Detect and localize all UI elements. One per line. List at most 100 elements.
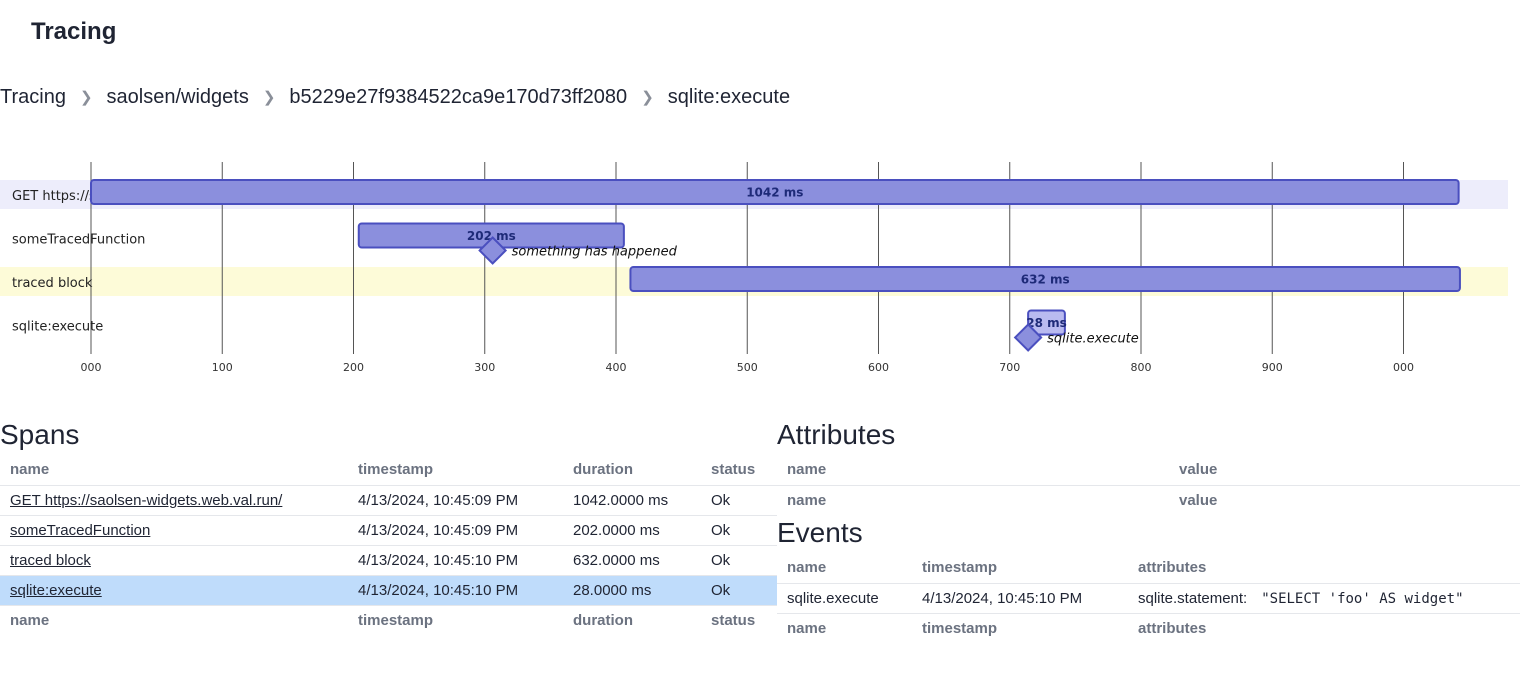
- span-status-cell: Ok: [701, 485, 777, 515]
- chevron-right-icon: ❯: [262, 89, 276, 106]
- span-status: Ok: [711, 551, 731, 569]
- table-row: sqlite.execute 4/13/2024, 10:45:10 PM sq…: [777, 583, 1520, 613]
- column-header-name: name: [787, 559, 827, 577]
- breadcrumb-span: sqlite:execute: [667, 85, 791, 108]
- span-timestamp-cell: 4/13/2024, 10:45:10 PM: [348, 575, 563, 605]
- span-status: Ok: [711, 491, 731, 509]
- column-footer-status: status: [711, 611, 756, 629]
- column-footer-name: name: [787, 491, 827, 509]
- span-link[interactable]: traced block: [10, 551, 91, 569]
- span-duration: 632.0000 ms: [573, 551, 660, 569]
- breadcrumb: Tracing ❯ saolsen/widgets ❯ b5229e27f938…: [0, 84, 790, 110]
- axis-tick-label: 000: [81, 361, 102, 374]
- table-row[interactable]: sqlite:execute 4/13/2024, 10:45:10 PM 28.0…: [0, 575, 777, 605]
- events-title: Events: [777, 517, 863, 548]
- column-footer-name: name: [10, 611, 50, 629]
- span-name-cell: traced block: [0, 545, 348, 575]
- span-bar[interactable]: 1042 ms: [90, 179, 1460, 205]
- diamond-icon: [1013, 323, 1043, 352]
- span-bar-rect: [1027, 309, 1066, 336]
- column-header-duration: duration: [573, 461, 633, 479]
- chevron-right-icon: ❯: [641, 89, 654, 106]
- span-duration-label: 202 ms: [467, 229, 516, 243]
- axis-tick-label: 700: [999, 361, 1020, 374]
- span-status: Ok: [711, 581, 731, 599]
- span-duration-label: 1042 ms: [746, 186, 803, 200]
- events-table: name timestamp attributes sqlite.execute…: [777, 553, 1520, 643]
- column-footer-name: name: [787, 619, 827, 637]
- span-duration-cell: 202.0000 ms: [563, 515, 701, 545]
- column-footer-value: value: [1179, 491, 1218, 509]
- breadcrumb-trace-id[interactable]: b5229e27f9384522ca9e170d73ff2080: [289, 85, 628, 108]
- table-row[interactable]: traced block 4/13/2024, 10:45:10 PM 632.00…: [0, 545, 777, 575]
- event-label: sqlite.execute: [1047, 332, 1139, 347]
- span-timestamp-cell: 4/13/2024, 10:45:09 PM: [348, 515, 563, 545]
- column-footer-attributes: attributes: [1138, 619, 1207, 637]
- span-timestamp: 4/13/2024, 10:45:09 PM: [358, 521, 519, 539]
- attribute-key: sqlite.statement:: [1138, 589, 1248, 607]
- axis-tick-label: 100: [212, 361, 233, 374]
- event-label: something has happened: [512, 245, 678, 260]
- span-timestamp-cell: 4/13/2024, 10:45:09 PM: [348, 485, 563, 515]
- timeline-row-label: sqlite:execute: [12, 320, 103, 335]
- breadcrumb-project[interactable]: saolsen/widgets: [106, 85, 249, 108]
- app-title: Tracing: [31, 18, 117, 45]
- column-header-name: name: [787, 461, 827, 479]
- timeline-row-label: someTracedFunction: [12, 233, 145, 248]
- span-link[interactable]: sqlite:execute: [10, 581, 102, 599]
- event-marker: sqlite.execute: [1013, 323, 1139, 352]
- span-link[interactable]: GET https://saolsen-widgets.web.val.run/: [10, 491, 283, 509]
- span-duration-cell: 632.0000 ms: [563, 545, 701, 575]
- span-status-cell: Ok: [701, 575, 777, 605]
- column-header-attributes: attributes: [1138, 559, 1207, 577]
- event-timestamp: 4/13/2024, 10:45:10 PM: [922, 589, 1083, 607]
- span-bar[interactable]: 28 ms: [1026, 309, 1067, 336]
- span-duration: 1042.0000 ms: [573, 491, 669, 509]
- span-name-cell: sqlite:execute: [0, 575, 348, 605]
- event-marker: something has happened: [478, 236, 678, 265]
- column-header-value: value: [1179, 461, 1218, 479]
- span-duration-cell: 1042.0000 ms: [563, 485, 701, 515]
- span-timestamp: 4/13/2024, 10:45:10 PM: [358, 551, 519, 569]
- axis-tick-label: 500: [737, 361, 758, 374]
- span-timestamp: 4/13/2024, 10:45:10 PM: [358, 581, 519, 599]
- span-duration-label: 632 ms: [1021, 273, 1070, 287]
- span-name-cell: someTracedFunction: [0, 515, 348, 545]
- breadcrumb-tracing[interactable]: Tracing: [0, 85, 66, 108]
- span-bar[interactable]: 632 ms: [629, 266, 1461, 292]
- table-row[interactable]: GET https://saolsen-widgets.web.val.run/…: [0, 485, 777, 515]
- span-link[interactable]: someTracedFunction: [10, 521, 151, 539]
- span-bar-rect: [90, 179, 1460, 205]
- spans-title: Spans: [0, 419, 80, 450]
- axis-tick-label: 600: [868, 361, 889, 374]
- span-status: Ok: [711, 521, 731, 539]
- table-row[interactable]: someTracedFunction 4/13/2024, 10:45:09 PM…: [0, 515, 777, 545]
- axis-tick-label: 400: [606, 361, 627, 374]
- column-footer-timestamp: timestamp: [358, 611, 434, 629]
- spans-table: name timestamp duration status GET https…: [0, 455, 777, 635]
- diamond-icon: [478, 236, 508, 265]
- axis-tick-label: 300: [474, 361, 495, 374]
- axis-tick-label: 900: [1262, 361, 1283, 374]
- column-footer-timestamp: timestamp: [922, 619, 998, 637]
- column-header-status: status: [711, 461, 756, 479]
- span-name-cell: GET https://saolsen-widgets.web.val.run/: [0, 485, 348, 515]
- attributes-table: name value name value: [777, 455, 1520, 515]
- span-status-cell: Ok: [701, 545, 777, 575]
- event-name: sqlite.execute: [787, 589, 879, 607]
- attributes-title: Attributes: [777, 419, 896, 450]
- span-status-cell: Ok: [701, 515, 777, 545]
- column-header-timestamp: timestamp: [922, 559, 998, 577]
- axis-tick-label: 000: [1393, 361, 1414, 374]
- attribute-value: "SELECT 'foo' AS widget": [1261, 590, 1464, 607]
- span-duration: 28.0000 ms: [573, 581, 652, 599]
- axis-tick-label: 200: [343, 361, 364, 374]
- timeline-row-label: traced block: [12, 276, 93, 291]
- span-duration-label: 28 ms: [1026, 316, 1067, 330]
- span-bar-rect: [629, 266, 1461, 292]
- span-timestamp: 4/13/2024, 10:45:09 PM: [358, 491, 519, 509]
- column-header-timestamp: timestamp: [358, 461, 434, 479]
- column-header-name: name: [10, 461, 50, 479]
- span-timestamp-cell: 4/13/2024, 10:45:10 PM: [348, 545, 563, 575]
